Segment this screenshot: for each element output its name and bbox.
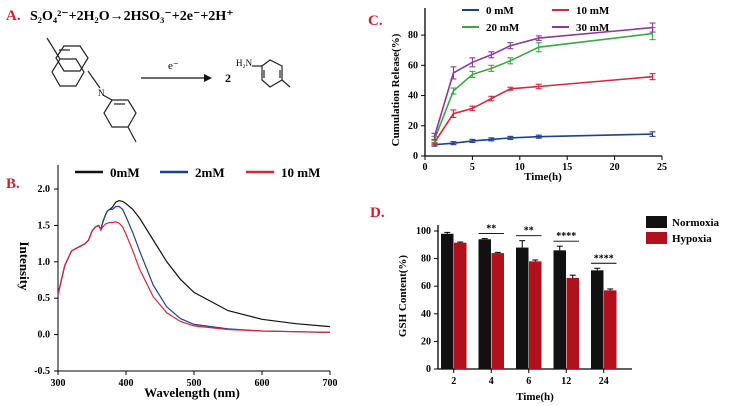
- y-tick-label: 80: [421, 254, 431, 265]
- panel-a: A. S₂O₄²⁻+2H₂O→2HSO₃⁻+2e⁻+2H⁺ N e⁻ 2: [6, 8, 291, 143]
- x-tick-label: 15: [562, 162, 572, 173]
- y-tick-label: -0.5: [34, 366, 50, 377]
- azo-n-label: N: [98, 88, 105, 98]
- y-tick-label: 40: [408, 91, 418, 102]
- bar: [604, 290, 617, 369]
- chart-d-legend: Normoxia Hypoxia: [646, 216, 720, 245]
- y-tick-label: 20: [421, 336, 431, 347]
- y-tick-label: 0: [413, 151, 418, 162]
- y-tick-label: 20: [408, 121, 418, 132]
- x-tick-label: 2: [451, 376, 456, 387]
- x-tick-label: 700: [323, 378, 338, 389]
- chart-b-lines: [57, 199, 331, 333]
- h2n-label: H₂N: [236, 58, 253, 68]
- legend-label: Hypoxia: [672, 233, 712, 245]
- y-tick-label: 0: [426, 364, 431, 375]
- bar: [478, 239, 491, 369]
- legend-label: 0 mM: [486, 5, 514, 17]
- panel-c: C. 0 5 10 15 20 25 0 20 40 60 80 0 mM 10 mM 20 mM 30 …: [368, 5, 667, 183]
- x-tick-label: 600: [255, 378, 270, 389]
- panel-b-label: B.: [6, 176, 20, 192]
- release-line: [434, 133, 653, 146]
- reaction-arrow: [141, 74, 212, 82]
- y-tick-label: 1.0: [38, 257, 51, 268]
- chart-b-ylabel: Intensity: [17, 241, 32, 291]
- bar: [441, 233, 454, 369]
- chart-d-significance: ** **********: [478, 224, 617, 264]
- spectrum-line: [57, 221, 331, 333]
- coefficient-label: 2: [225, 71, 231, 85]
- y-tick-label: 60: [408, 60, 418, 71]
- y-tick-label: 1.5: [38, 220, 51, 231]
- bar: [454, 242, 467, 369]
- chart-d-bars: [441, 231, 617, 369]
- chart-c-ylabel: Cumulation Release(%): [390, 33, 402, 146]
- legend-swatch: [646, 216, 667, 228]
- bar: [566, 277, 579, 369]
- x-tick-label: 300: [51, 378, 66, 389]
- legend-label: 0mM: [110, 165, 140, 180]
- significance-label: **: [524, 226, 534, 237]
- spectrum-line: [57, 199, 331, 328]
- legend-label: Normoxia: [672, 217, 720, 229]
- chart-c-lines: [431, 22, 656, 147]
- y-tick-label: 0.0: [38, 330, 51, 341]
- x-tick-label: 500: [187, 378, 202, 389]
- legend-label: 2mM: [195, 165, 225, 180]
- chart-b-xlabel: Wavelength (nm): [144, 385, 240, 400]
- panel-b: B. 300 400 500 600 700 -0.5 0.0 0.5 1.0 1.5 2.0 0m…: [6, 165, 338, 400]
- y-tick-label: 60: [421, 281, 431, 292]
- legend-label: 10 mM: [281, 165, 320, 180]
- bar: [553, 250, 566, 369]
- chart-c-xlabel: Time(h): [524, 171, 562, 183]
- bar: [591, 270, 604, 369]
- chart-d-xlabel: Time(h): [516, 391, 554, 403]
- chart-c-ticks: 0 5 10 15 20 25 0 20 40 60 80: [408, 30, 667, 173]
- legend-swatch: [646, 232, 667, 244]
- reaction-equation: S₂O₄²⁻+2H₂O→2HSO₃⁻+2e⁻+2H⁺: [30, 9, 234, 24]
- y-tick-label: 100: [416, 226, 431, 237]
- significance-label: ****: [556, 231, 576, 242]
- significance-label: ****: [594, 253, 614, 264]
- y-tick-label: 80: [408, 30, 418, 41]
- legend-label: 20 mM: [486, 22, 520, 34]
- x-tick-label: 6: [526, 376, 531, 387]
- x-tick-label: 20: [610, 162, 620, 173]
- bar: [516, 247, 529, 369]
- x-tick-label: 4: [489, 376, 494, 387]
- legend-label: 30 mM: [576, 22, 610, 34]
- legend-label: 10 mM: [576, 5, 610, 17]
- x-tick-label: 0: [423, 162, 428, 173]
- panel-a-label: A.: [6, 8, 21, 24]
- y-tick-label: 0.5: [38, 293, 51, 304]
- electron-label: e⁻: [168, 60, 179, 72]
- chart-c-legend: 0 mM 10 mM 20 mM 30 mM: [462, 5, 610, 34]
- panel-c-label: C.: [368, 13, 383, 29]
- x-tick-label: 10: [515, 162, 525, 173]
- bar: [529, 261, 542, 369]
- x-tick-label: 12: [561, 376, 571, 387]
- x-tick-label: 25: [657, 162, 667, 173]
- panel-d-label: D.: [370, 205, 385, 221]
- azo-compound-structure: [46, 37, 137, 143]
- significance-label: **: [486, 224, 496, 235]
- x-tick-label: 400: [119, 378, 134, 389]
- chart-d-ylabel: GSH Content(%): [397, 255, 409, 338]
- y-tick-label: 40: [421, 309, 431, 320]
- chart-b-ticks: 300 400 500 600 700 -0.5 0.0 0.5 1.0 1.5 2.0: [34, 184, 337, 389]
- x-tick-label: 24: [599, 376, 609, 387]
- aniline-structure: [252, 59, 291, 88]
- release-line: [433, 26, 653, 137]
- x-tick-label: 5: [470, 162, 475, 173]
- release-line: [433, 75, 653, 143]
- chart-b-legend: 0mM 2mM 10 mM: [75, 165, 320, 180]
- bar: [491, 253, 504, 369]
- y-tick-label: 2.0: [38, 184, 51, 195]
